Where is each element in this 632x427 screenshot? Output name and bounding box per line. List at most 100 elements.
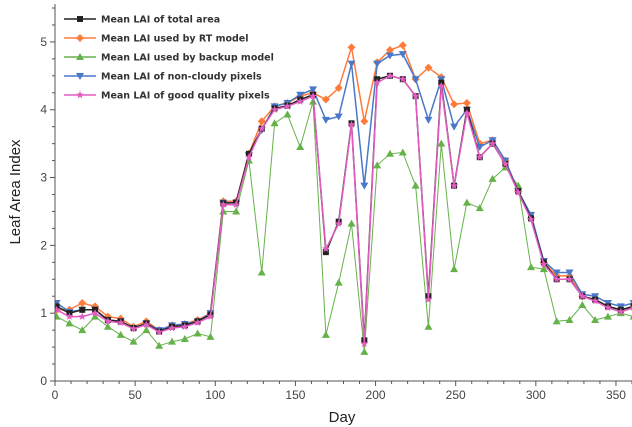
- data-point: [181, 322, 189, 330]
- data-point: [142, 320, 151, 328]
- data-point: [219, 200, 228, 208]
- data-point: [79, 306, 86, 313]
- data-point: [103, 322, 112, 330]
- data-point: [321, 330, 330, 338]
- data-point: [424, 63, 433, 72]
- data-point: [347, 60, 356, 68]
- data-point: [65, 319, 74, 327]
- data-point: [76, 91, 84, 99]
- data-point: [475, 153, 484, 161]
- data-point: [411, 181, 420, 189]
- data-point: [488, 139, 497, 147]
- data-point: [193, 318, 202, 326]
- y-tick-label: 1: [40, 306, 47, 320]
- data-point: [539, 265, 548, 273]
- data-point: [334, 84, 343, 93]
- data-point: [65, 312, 74, 320]
- data-point: [565, 315, 574, 323]
- data-point: [411, 92, 420, 100]
- data-point: [488, 174, 497, 182]
- data-point: [322, 249, 329, 256]
- data-point: [398, 41, 407, 50]
- data-point: [424, 322, 433, 330]
- x-tick-label: 200: [366, 388, 386, 402]
- data-point: [257, 124, 266, 132]
- data-point: [245, 153, 253, 161]
- data-point: [603, 312, 612, 320]
- data-point: [91, 309, 99, 317]
- data-point: [514, 188, 523, 196]
- y-tick-label: 0: [40, 374, 47, 388]
- data-point: [437, 139, 446, 147]
- data-point: [360, 117, 369, 126]
- data-point: [76, 34, 84, 42]
- y-tick-label: 4: [40, 103, 47, 117]
- data-point: [55, 305, 61, 314]
- data-point: [565, 275, 574, 283]
- x-tick-label: 100: [205, 388, 225, 402]
- data-point: [76, 73, 84, 80]
- data-point: [462, 98, 471, 107]
- series-line: [56, 74, 632, 344]
- data-point: [373, 161, 382, 169]
- data-point: [283, 102, 292, 110]
- data-point: [77, 16, 83, 22]
- x-tick-label: 50: [128, 388, 142, 402]
- data-point: [78, 312, 87, 320]
- data-point: [616, 307, 625, 316]
- data-point: [296, 91, 305, 99]
- y-axis-label: Leaf Area Index: [7, 139, 24, 245]
- data-point: [373, 78, 381, 86]
- legend-entry: Mean LAI used by RT model: [64, 34, 249, 45]
- data-point: [129, 337, 138, 345]
- data-point: [334, 113, 343, 121]
- data-point: [385, 149, 394, 157]
- data-point: [91, 312, 100, 320]
- data-point: [399, 75, 407, 83]
- data-point: [55, 312, 61, 320]
- data-point: [270, 105, 279, 113]
- data-point: [129, 324, 138, 333]
- series-line: [56, 101, 632, 352]
- data-point: [501, 159, 510, 168]
- data-point: [385, 46, 394, 55]
- data-point: [104, 317, 112, 325]
- x-axis-label: Day: [329, 409, 356, 426]
- legend-entry: Mean LAI of total area: [64, 15, 220, 26]
- data-point: [309, 92, 317, 100]
- data-point: [296, 143, 305, 151]
- data-point: [398, 51, 407, 59]
- data-point: [629, 300, 632, 305]
- data-point: [257, 268, 266, 276]
- data-point: [565, 269, 574, 277]
- data-point: [321, 116, 330, 124]
- data-point: [475, 204, 484, 212]
- legend-label: Mean LAI of good quality pixels: [101, 91, 270, 102]
- x-tick-label: 0: [52, 388, 59, 402]
- data-point: [270, 119, 279, 127]
- data-point: [450, 123, 459, 131]
- data-point: [578, 292, 587, 300]
- legend-label: Mean LAI of total area: [101, 15, 220, 26]
- data-point: [309, 86, 318, 94]
- data-point: [463, 109, 471, 117]
- series-5: [55, 71, 632, 347]
- data-point: [629, 306, 632, 311]
- data-point: [168, 324, 176, 332]
- data-point: [321, 95, 330, 104]
- data-point: [296, 97, 305, 105]
- data-point: [116, 318, 125, 326]
- data-point: [552, 275, 561, 283]
- data-point: [604, 303, 612, 311]
- data-point: [78, 299, 87, 308]
- data-point: [398, 148, 407, 156]
- data-point: [360, 347, 369, 355]
- data-point: [334, 219, 343, 227]
- data-point: [360, 339, 369, 347]
- data-point: [552, 317, 561, 325]
- data-point: [76, 53, 84, 60]
- data-point: [629, 315, 632, 320]
- data-point: [475, 144, 484, 152]
- x-tick-label: 350: [606, 388, 626, 402]
